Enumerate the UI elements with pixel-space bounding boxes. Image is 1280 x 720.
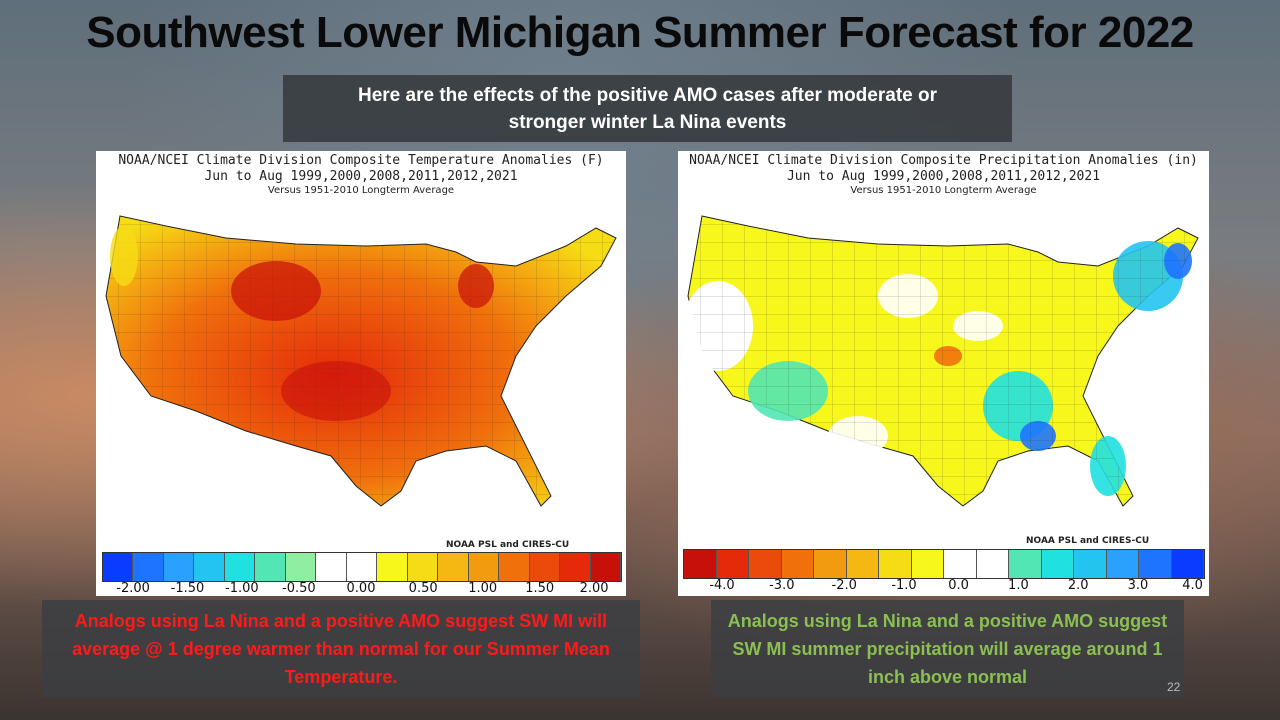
temp-colorbar-ticks: -2.00 -1.50 -1.00 -0.50 0.00 0.50 1.00 1.50 2.00 bbox=[102, 581, 620, 597]
colorbar-swatch bbox=[1041, 550, 1074, 578]
precipitation-us-map bbox=[683, 215, 1199, 507]
colorbar-swatch bbox=[316, 553, 347, 581]
colorbar-swatch bbox=[1074, 550, 1107, 578]
colorbar-swatch bbox=[879, 550, 912, 578]
colorbar-tick-label: -2.0 bbox=[831, 578, 857, 593]
precip-map-credit: NOAA PSL and CIRES-CU bbox=[1026, 536, 1150, 546]
precip-colorbar bbox=[683, 549, 1205, 579]
colorbar-swatch bbox=[438, 553, 469, 581]
colorbar-swatch bbox=[590, 553, 621, 581]
page-number: 22 bbox=[1167, 680, 1181, 694]
colorbar-swatch bbox=[499, 553, 530, 581]
colorbar-swatch bbox=[1106, 550, 1139, 578]
colorbar-tick-label: 0.50 bbox=[408, 581, 438, 596]
temperature-forecast-caption: Analogs using La Nina and a positive AMO… bbox=[42, 600, 640, 697]
precip-map-title-line1: NOAA/NCEI Climate Division Composite Pre… bbox=[689, 153, 1198, 168]
colorbar-swatch bbox=[684, 550, 717, 578]
colorbar-tick-label: 0.00 bbox=[346, 581, 376, 596]
colorbar-swatch bbox=[560, 553, 591, 581]
colorbar-swatch bbox=[224, 553, 256, 581]
colorbar-swatch bbox=[1171, 550, 1204, 578]
colorbar-swatch bbox=[716, 550, 749, 578]
colorbar-tick-label: 2.00 bbox=[579, 581, 609, 596]
colorbar-tick-label: -3.0 bbox=[769, 578, 795, 593]
colorbar-swatch bbox=[346, 553, 378, 581]
colorbar-swatch bbox=[163, 553, 195, 581]
temp-map-title-line1: NOAA/NCEI Climate Division Composite Tem… bbox=[118, 153, 604, 168]
colorbar-swatch bbox=[103, 553, 134, 581]
colorbar-swatch bbox=[255, 553, 286, 581]
colorbar-swatch bbox=[194, 553, 225, 581]
colorbar-swatch bbox=[468, 553, 500, 581]
colorbar-tick-label: -0.50 bbox=[282, 581, 316, 596]
colorbar-tick-label: -1.50 bbox=[170, 581, 205, 596]
colorbar-tick-label: -2.00 bbox=[116, 581, 150, 596]
precipitation-forecast-caption: Analogs using La Nina and a positive AMO… bbox=[711, 600, 1184, 697]
precip-map-title-line3: Versus 1951-2010 Longterm Average bbox=[850, 185, 1037, 196]
subtitle-banner: Here are the effects of the positive AMO… bbox=[283, 75, 1012, 142]
colorbar-swatch bbox=[1009, 550, 1042, 578]
colorbar-swatch bbox=[1139, 550, 1172, 578]
colorbar-swatch bbox=[749, 550, 782, 578]
colorbar-tick-label: -4.0 bbox=[709, 578, 735, 593]
colorbar-tick-label: 1.0 bbox=[1008, 578, 1029, 593]
colorbar-swatch bbox=[285, 553, 317, 581]
precip-colorbar-ticks: -4.0 -3.0 -2.0 -1.0 0.0 1.0 2.0 3.0 4.0 bbox=[683, 578, 1203, 594]
colorbar-tick-label: 1.50 bbox=[525, 581, 555, 596]
colorbar-swatch bbox=[976, 550, 1009, 578]
precipitation-anomaly-map-panel: NOAA/NCEI Climate Division Composite Pre… bbox=[678, 151, 1209, 596]
colorbar-tick-label: 3.0 bbox=[1127, 578, 1149, 593]
colorbar-swatch bbox=[814, 550, 847, 578]
slide-title: Southwest Lower Michigan Summer Forecast… bbox=[86, 8, 1194, 57]
colorbar-tick-label: 2.0 bbox=[1067, 578, 1089, 593]
temperature-us-map bbox=[105, 215, 617, 507]
colorbar-tick-label: 0.0 bbox=[948, 578, 969, 593]
precip-map-title-line2: Jun to Aug 1999,2000,2008,2011,2012,2021 bbox=[786, 169, 1101, 184]
temp-colorbar bbox=[102, 552, 622, 582]
colorbar-swatch bbox=[529, 553, 561, 581]
temp-map-credit: NOAA PSL and CIRES-CU bbox=[446, 540, 570, 550]
colorbar-swatch bbox=[911, 550, 944, 578]
colorbar-swatch bbox=[781, 550, 814, 578]
colorbar-swatch bbox=[377, 553, 408, 581]
temp-map-title-line2: Jun to Aug 1999,2000,2008,2011,2012,2021 bbox=[204, 169, 518, 184]
colorbar-swatch bbox=[133, 553, 164, 581]
colorbar-tick-label: -1.00 bbox=[225, 581, 259, 596]
temp-map-title-line3: Versus 1951-2010 Longterm Average bbox=[267, 185, 455, 196]
colorbar-tick-label: 4.0 bbox=[1182, 578, 1203, 593]
colorbar-tick-label: -1.0 bbox=[891, 578, 917, 593]
colorbar-swatch bbox=[944, 550, 977, 578]
colorbar-swatch bbox=[846, 550, 879, 578]
colorbar-swatch bbox=[407, 553, 439, 581]
temperature-anomaly-map-panel: NOAA/NCEI Climate Division Composite Tem… bbox=[96, 151, 626, 596]
colorbar-tick-label: 1.00 bbox=[468, 581, 498, 596]
